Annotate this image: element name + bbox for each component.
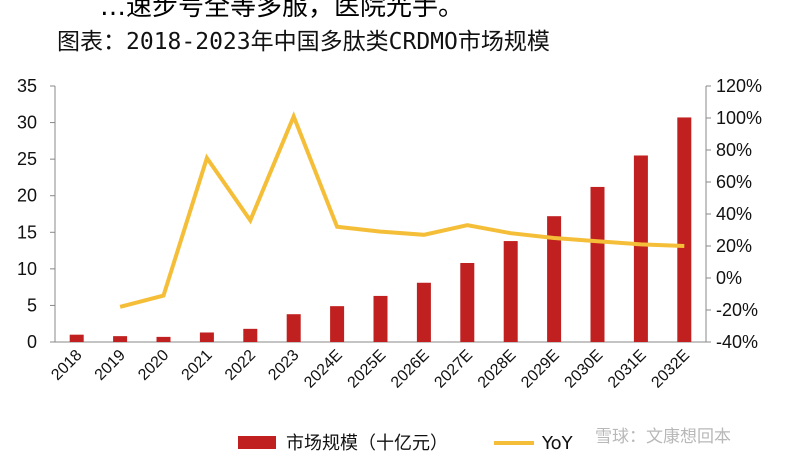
left-tick-label: 35 bbox=[17, 76, 37, 96]
right-tick-label: 40% bbox=[716, 204, 752, 224]
right-tick-label: 60% bbox=[716, 172, 752, 192]
right-tick-label: -40% bbox=[716, 332, 758, 352]
chart-title: 图表：2018-2023年中国多肽类CRDMO市场规模 bbox=[57, 29, 550, 55]
left-tick-label: 20 bbox=[17, 186, 37, 206]
x-tick-label: 2021 bbox=[179, 347, 216, 384]
legend: 市场规模（十亿元） YoY bbox=[238, 433, 574, 454]
x-tick-label: 2028E bbox=[475, 347, 520, 392]
right-tick-label: 80% bbox=[716, 140, 752, 160]
x-tick-label: 2027E bbox=[431, 347, 476, 392]
bar-2021 bbox=[199, 332, 214, 342]
bar-2025E bbox=[373, 295, 388, 342]
left-tick-label: 10 bbox=[17, 259, 37, 279]
x-tick-label: 2030E bbox=[562, 347, 607, 392]
bar-2018 bbox=[69, 334, 84, 342]
left-tick-label: 15 bbox=[17, 222, 37, 242]
bar-2019 bbox=[113, 336, 128, 342]
bar-2029E bbox=[547, 216, 562, 342]
right-tick-label: 100% bbox=[716, 108, 762, 128]
x-tick-label: 2022 bbox=[222, 347, 259, 384]
legend-bar-label: 市场规模（十亿元） bbox=[286, 433, 448, 454]
bar-2028E bbox=[503, 241, 518, 342]
right-tick-label: -20% bbox=[716, 300, 758, 320]
x-tick-label: 2023 bbox=[265, 347, 302, 384]
bar-2030E bbox=[590, 186, 605, 342]
left-tick-label: 30 bbox=[17, 113, 37, 133]
watermark: 雪球：文康想回本 bbox=[595, 427, 731, 447]
x-tick-label: 2020 bbox=[135, 347, 172, 384]
cropped-text-fragment: …速步号全等多服，医院光手。 bbox=[100, 0, 465, 22]
bar-2020 bbox=[156, 336, 171, 342]
left-tick-label: 25 bbox=[17, 149, 37, 169]
bar-2024E bbox=[330, 306, 345, 342]
right-tick-label: 0% bbox=[716, 268, 742, 288]
right-tick-label: 20% bbox=[716, 236, 752, 256]
left-axis-ticks: 0 5 10 15 20 25 30 35 bbox=[17, 76, 55, 352]
bar-2032E bbox=[677, 117, 692, 342]
bar-2026E bbox=[416, 282, 431, 342]
bar-2023 bbox=[286, 314, 301, 342]
bar-2031E bbox=[633, 155, 648, 342]
right-tick-label: 120% bbox=[716, 76, 762, 96]
left-tick-label: 0 bbox=[27, 332, 37, 352]
x-tick-label: 2019 bbox=[92, 347, 129, 384]
left-tick-label: 5 bbox=[27, 295, 37, 315]
x-tick-label: 2032E bbox=[648, 347, 693, 392]
x-tick-label: 2026E bbox=[388, 347, 433, 392]
bar-2022 bbox=[243, 328, 258, 342]
x-tick-label: 2018 bbox=[48, 347, 85, 384]
legend-bar-swatch bbox=[238, 436, 276, 449]
bar-series bbox=[69, 117, 692, 342]
legend-line-label: YoY bbox=[541, 433, 574, 454]
x-axis-ticks: 2018 2019 2020 2021 2022 20232024E2025E2026E2… bbox=[48, 347, 693, 392]
yoy-line-series bbox=[119, 111, 685, 309]
yoy-line bbox=[119, 111, 685, 309]
x-tick-label: 2031E bbox=[605, 347, 650, 392]
x-tick-label: 2029E bbox=[518, 347, 563, 392]
x-tick-label: 2025E bbox=[345, 347, 390, 392]
x-tick-label: 2024E bbox=[301, 347, 346, 392]
right-axis-ticks: -40% -20% 0% 20% 40% 60% 80% 100% 120% bbox=[706, 76, 762, 352]
bar-2027E bbox=[460, 263, 475, 342]
